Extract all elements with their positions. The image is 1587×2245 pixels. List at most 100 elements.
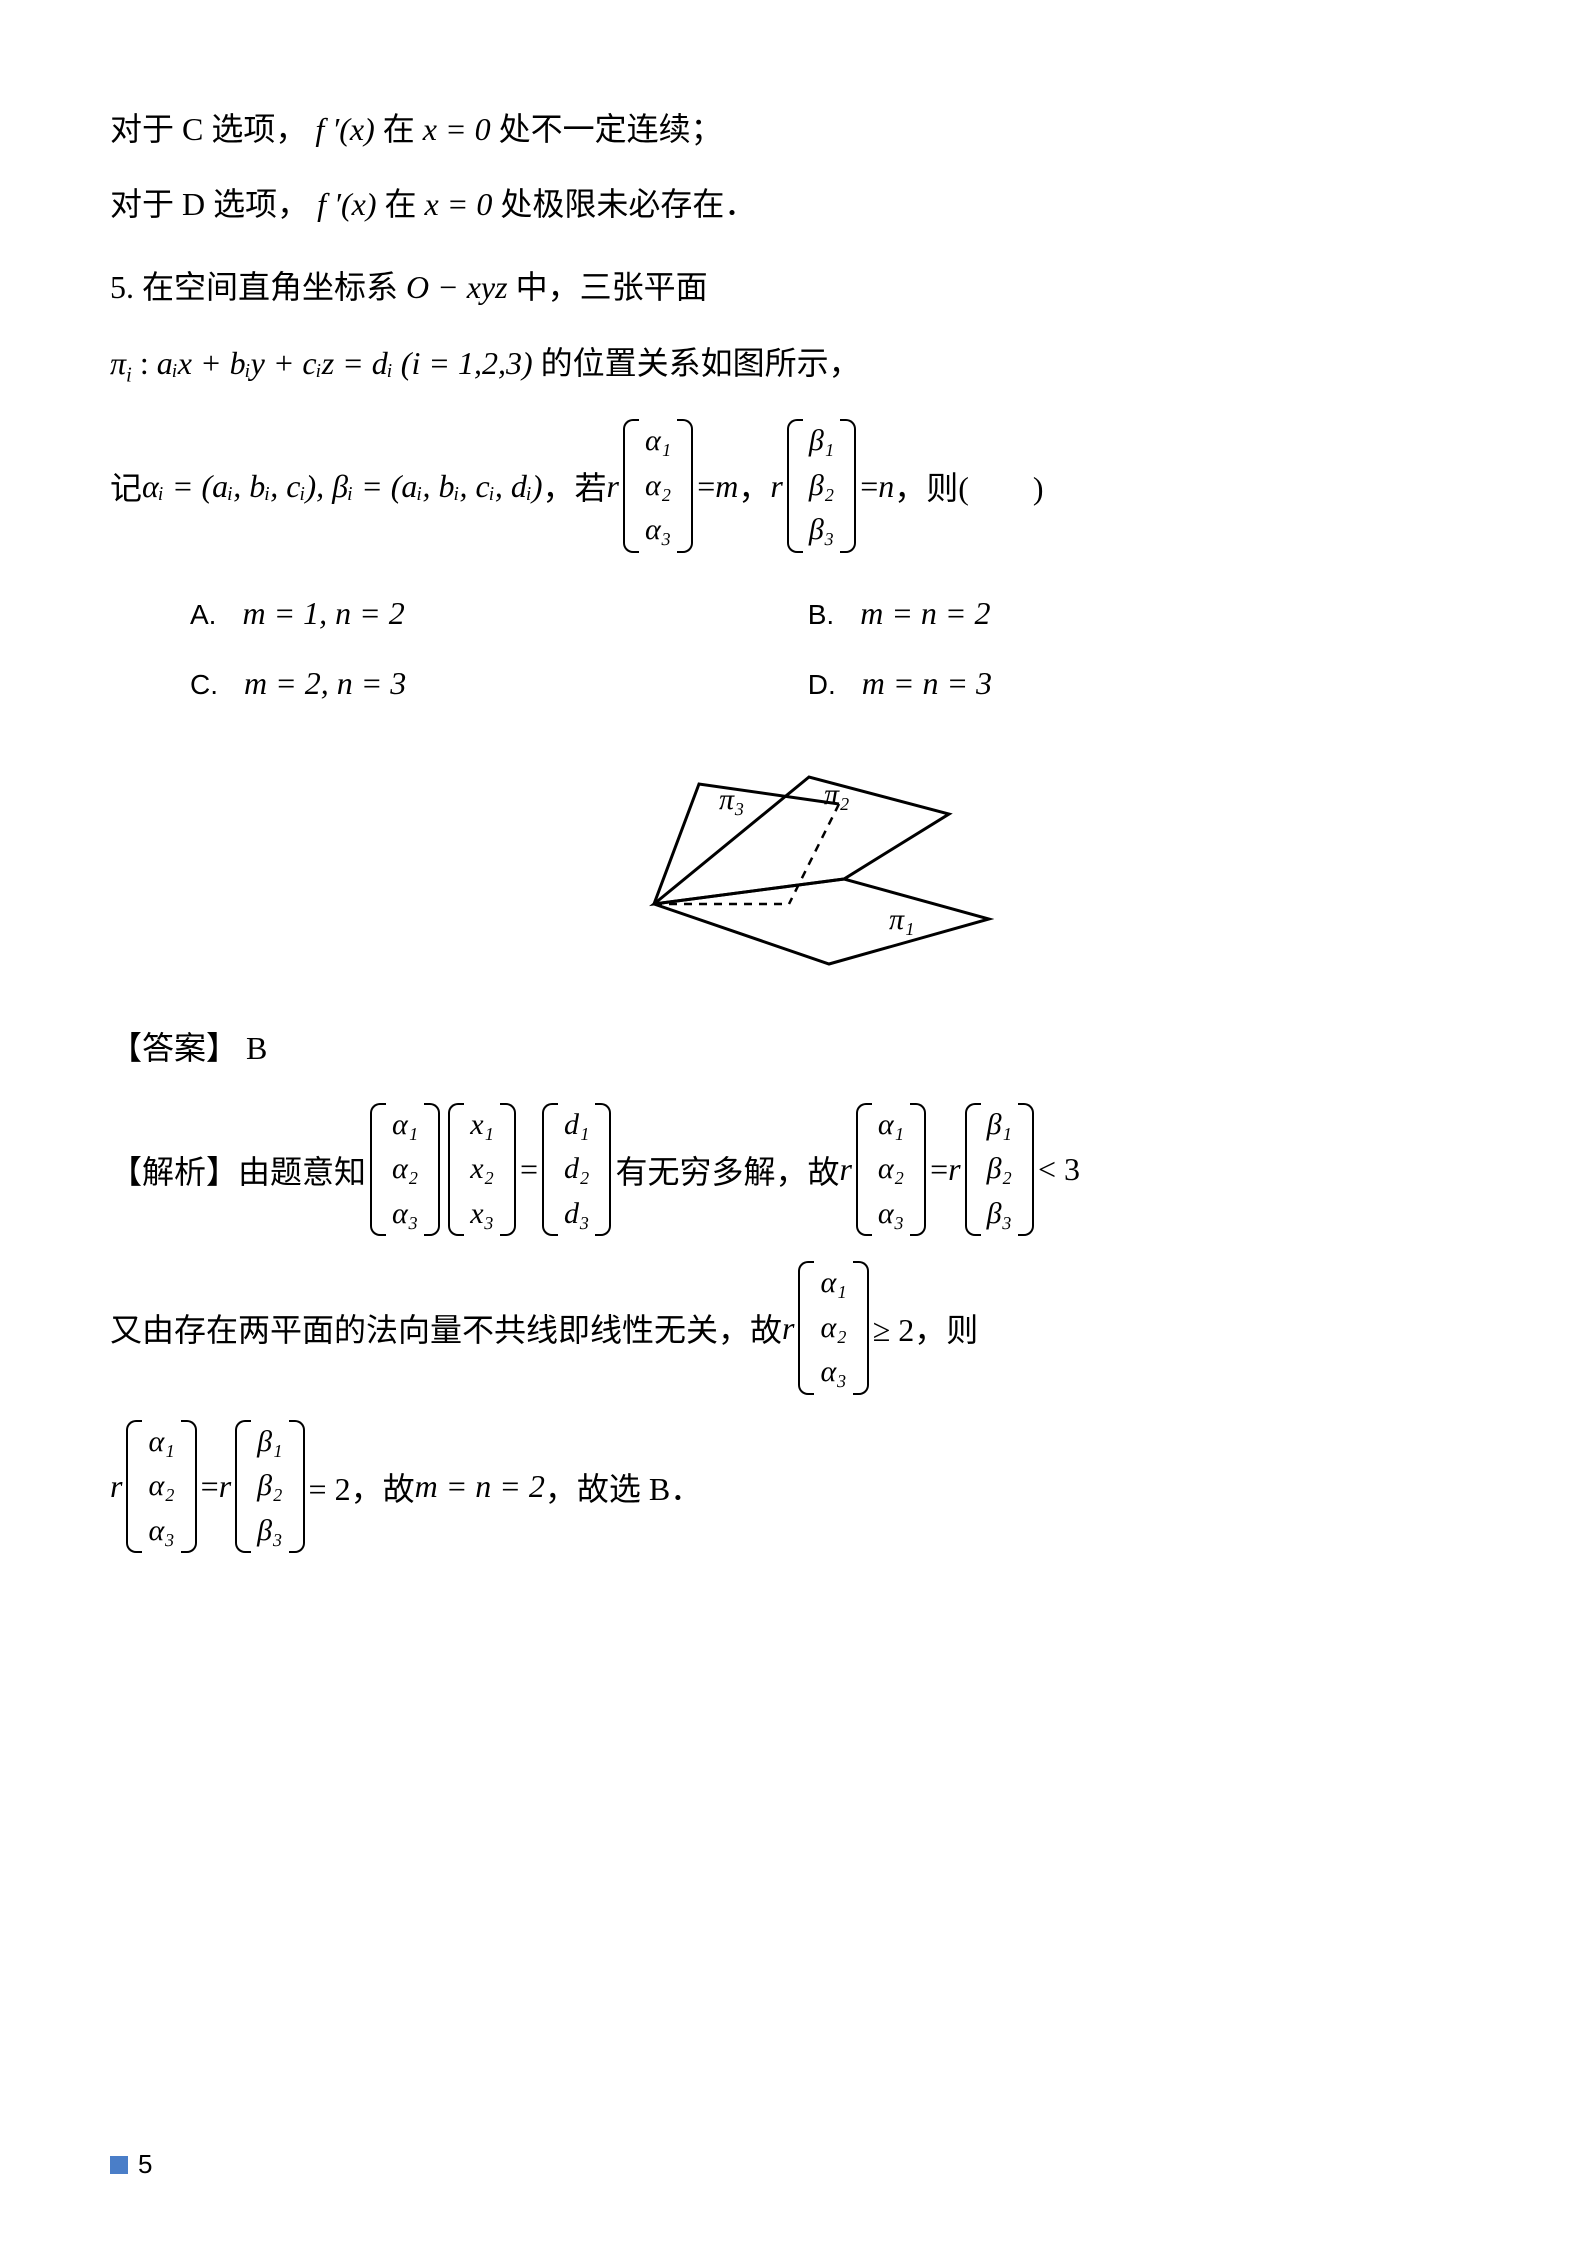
text: = 2，故 [309,1464,415,1510]
eq: = [860,468,878,505]
cell: β₁ [805,419,838,464]
para-d: 对于 D 选项， f ′(x) 在 x = 0 处极限未必存在． [110,175,1477,234]
cell: β₃ [805,508,838,553]
text: < 3 [1038,1151,1080,1188]
math-fpx: f ′(x) [315,111,374,147]
solution-line3: r α₁ α₂ α₃ = r β₁ β₂ β₃ = 2，故 m = n = 2 … [110,1420,1477,1554]
option-text: m = n = 2 [860,595,990,631]
cell: α₂ [641,464,675,509]
math-r: r [770,468,782,505]
cell: x₃ [466,1192,498,1237]
q5-line3: 记 αᵢ = (aᵢ, bᵢ, cᵢ), βᵢ = (aᵢ, bᵢ, cᵢ, d… [110,419,1477,553]
plane-pi3-dash1 [789,804,839,904]
option-d: D. m = n = 3 [808,648,1426,718]
cell: β₂ [983,1147,1016,1192]
matrix-alpha: α₁ α₂ α₃ [798,1261,868,1395]
math-fpx: f ′(x) [317,186,376,222]
math-oxyz: O − xyz [406,269,508,305]
text: ，故选 B． [545,1464,702,1510]
option-b: B. m = n = 2 [808,578,1426,648]
page-number: 5 [138,2149,152,2180]
math-n: n [878,468,894,505]
cell: x₁ [466,1103,498,1148]
eq: = [201,1468,219,1505]
answer-label: 【答案】 [110,1030,238,1066]
cell: α₂ [816,1306,850,1351]
math-x0: x = 0 [423,111,491,147]
cell: α₁ [144,1420,178,1465]
eq: = [930,1151,948,1188]
math-r: r [839,1151,851,1188]
cell: x₂ [466,1147,498,1192]
math-r: r [948,1151,960,1188]
cell: α₃ [874,1192,908,1237]
cell: α₃ [816,1350,850,1395]
cell: d₂ [560,1147,593,1192]
math-plane-eq: aᵢx + bᵢy + cᵢz = dᵢ (i = 1,2,3) [157,345,533,381]
solution-label: 【解析】 [110,1147,238,1193]
cell: α₂ [874,1147,908,1192]
planes-svg: π₃ π₂ π₁ [594,749,994,979]
cell: β₁ [253,1420,286,1465]
cell: β₂ [253,1464,286,1509]
q-number: 5. [110,269,134,305]
cell: d₃ [560,1192,593,1237]
cell: d₁ [560,1103,593,1148]
cell: α₃ [144,1509,178,1554]
cell: β₃ [253,1509,286,1554]
plane-pi2 [654,777,949,904]
math-x0: x = 0 [425,186,493,222]
option-text: m = 1, n = 2 [242,595,404,631]
matrix-beta: β₁ β₂ β₃ [235,1420,304,1554]
cell: α₁ [641,419,675,464]
math-r: r [219,1468,231,1505]
label-pi3: π₃ [719,783,744,816]
cell: α₁ [388,1103,422,1148]
colon: : [140,345,157,381]
page: 对于 C 选项， f ′(x) 在 x = 0 处不一定连续； 对于 D 选项，… [0,0,1587,2245]
math-pi: π [110,345,126,381]
option-text: m = n = 3 [862,665,992,701]
text: 在 [383,111,423,147]
option-a: A. m = 1, n = 2 [190,578,808,648]
q5-line1: 5. 在空间直角坐标系 O − xyz 中，三张平面 [110,258,1477,317]
option-c: C. m = 2, n = 3 [190,648,808,718]
text: 对于 D 选项， [110,186,309,222]
math: m = n = 2 [415,1468,545,1505]
math-alpha-beta-def: αᵢ = (aᵢ, bᵢ, cᵢ), βᵢ = (aᵢ, bᵢ, cᵢ, dᵢ) [142,468,543,505]
option-label: B. [808,599,834,630]
math-r: r [110,1468,122,1505]
sub: i [126,363,132,386]
option-text: m = 2, n = 3 [244,665,406,701]
matrix-alpha: α₁ α₂ α₃ [370,1103,440,1237]
plane-pi1 [654,879,989,964]
matrix-d: d₁ d₂ d₃ [542,1103,611,1237]
text: 对于 C 选项， [110,111,307,147]
solution-line1: 【解析】 由题意知 α₁ α₂ α₃ x₁ x₂ x₃ = d₁ d₂ d₃ 有 [110,1103,1477,1237]
cell: β₃ [983,1192,1016,1237]
text: 记 [110,463,142,509]
comma: ， [738,463,770,509]
page-marker-icon [110,2156,128,2174]
q5-line2: πi : aᵢx + bᵢy + cᵢz = dᵢ (i = 1,2,3) 的位… [110,334,1477,395]
matrix-alpha: α₁ α₂ α₃ [126,1420,196,1554]
cell: β₁ [983,1103,1016,1148]
option-label: A. [190,599,216,630]
cell: α₁ [816,1261,850,1306]
text: ≥ 2，则 [873,1305,979,1351]
cell: α₃ [388,1192,422,1237]
text: 处极限未必存在． [500,186,756,222]
solution-line2: 又由存在两平面的法向量不共线即线性无关，故 r α₁ α₂ α₃ ≥ 2，则 [110,1261,1477,1395]
matrix-x: x₁ x₂ x₃ [448,1103,516,1237]
option-label: D. [808,669,836,700]
eq: = [697,468,715,505]
cell: β₂ [805,464,838,509]
cell: α₃ [641,508,675,553]
label-pi1: π₁ [889,903,914,936]
text: 有无穷多解，故 [615,1147,839,1193]
cell: α₂ [388,1147,422,1192]
math-r: r [607,468,619,505]
matrix-alpha: α₁ α₂ α₃ [856,1103,926,1237]
page-footer: 5 [110,2149,152,2180]
math-m: m [715,468,738,505]
